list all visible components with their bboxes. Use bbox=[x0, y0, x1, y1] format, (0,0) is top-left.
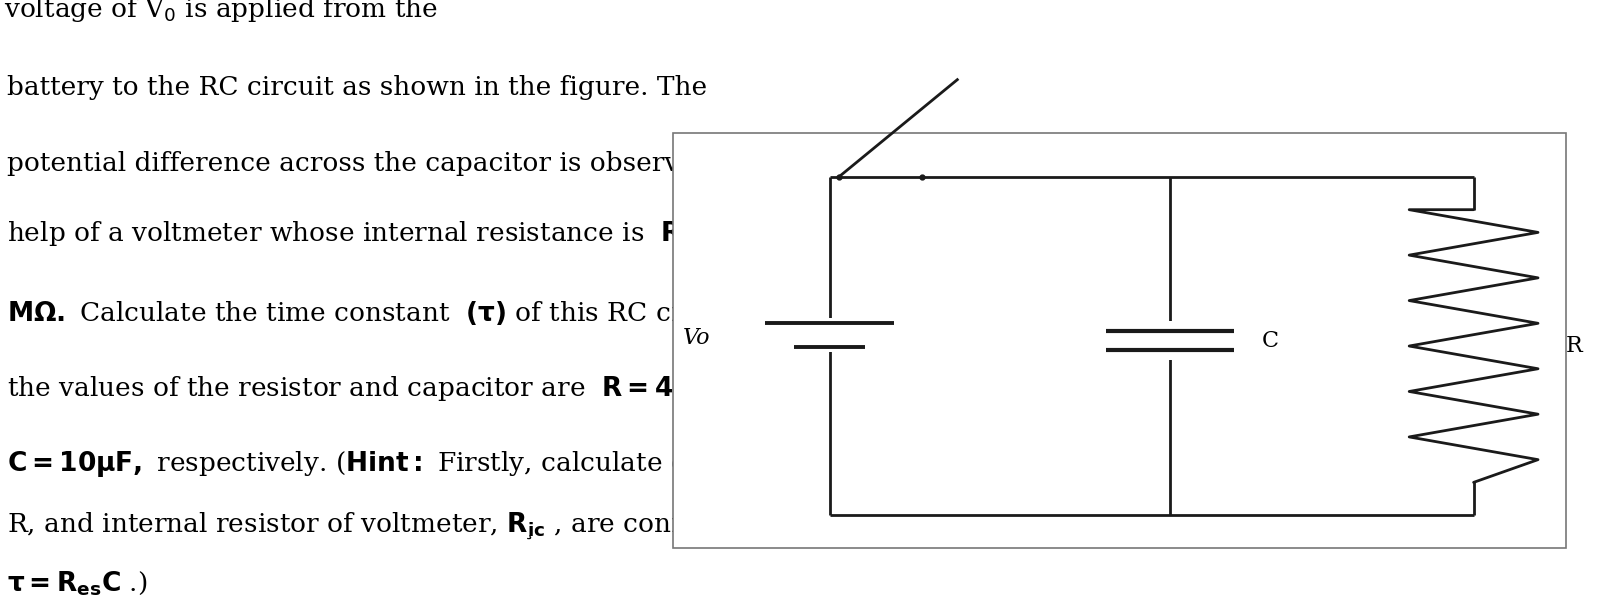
Text: potential difference across the capacitor is observed with the: potential difference across the capacito… bbox=[6, 151, 830, 176]
Text: help of a voltmeter whose internal resistance is  $\mathbf{R_{i\c{c}}}$ $\mathbf: help of a voltmeter whose internal resis… bbox=[6, 220, 778, 251]
Text: C: C bbox=[1262, 330, 1278, 351]
Text: Vo: Vo bbox=[683, 327, 710, 349]
Bar bbox=[674, 133, 1565, 548]
Text: R, and internal resistor of voltmeter, $\mathbf{R_{i\c{c}}}$ , are connected in : R, and internal resistor of voltmeter, $… bbox=[6, 511, 1347, 542]
Text: $\mathbf{\tau=R_{es}C}$ .): $\mathbf{\tau=R_{es}C}$ .) bbox=[6, 569, 147, 597]
Text: $\mathbf{C=10\mu F,}$ respectively. ($\mathbf{Hint:}$ Firstly, calculate equival: $\mathbf{C=10\mu F,}$ respectively. ($\m… bbox=[6, 448, 1416, 479]
Text: $\mathbf{M\Omega.}$ Calculate the time constant  $\mathbf{(\tau)}$ of this RC ci: $\mathbf{M\Omega.}$ Calculate the time c… bbox=[6, 299, 771, 327]
Text: $\cdot$ A voltage of V$_0$ is applied from the: $\cdot$ A voltage of V$_0$ is applied fr… bbox=[0, 0, 438, 24]
Text: R: R bbox=[1565, 335, 1582, 357]
Text: battery to the RC circuit as shown in the figure. The: battery to the RC circuit as shown in th… bbox=[6, 75, 707, 100]
Text: the values of the resistor and capacitor are  $\mathbf{R=4\ M\Omega}$ and: the values of the resistor and capacitor… bbox=[6, 374, 789, 403]
